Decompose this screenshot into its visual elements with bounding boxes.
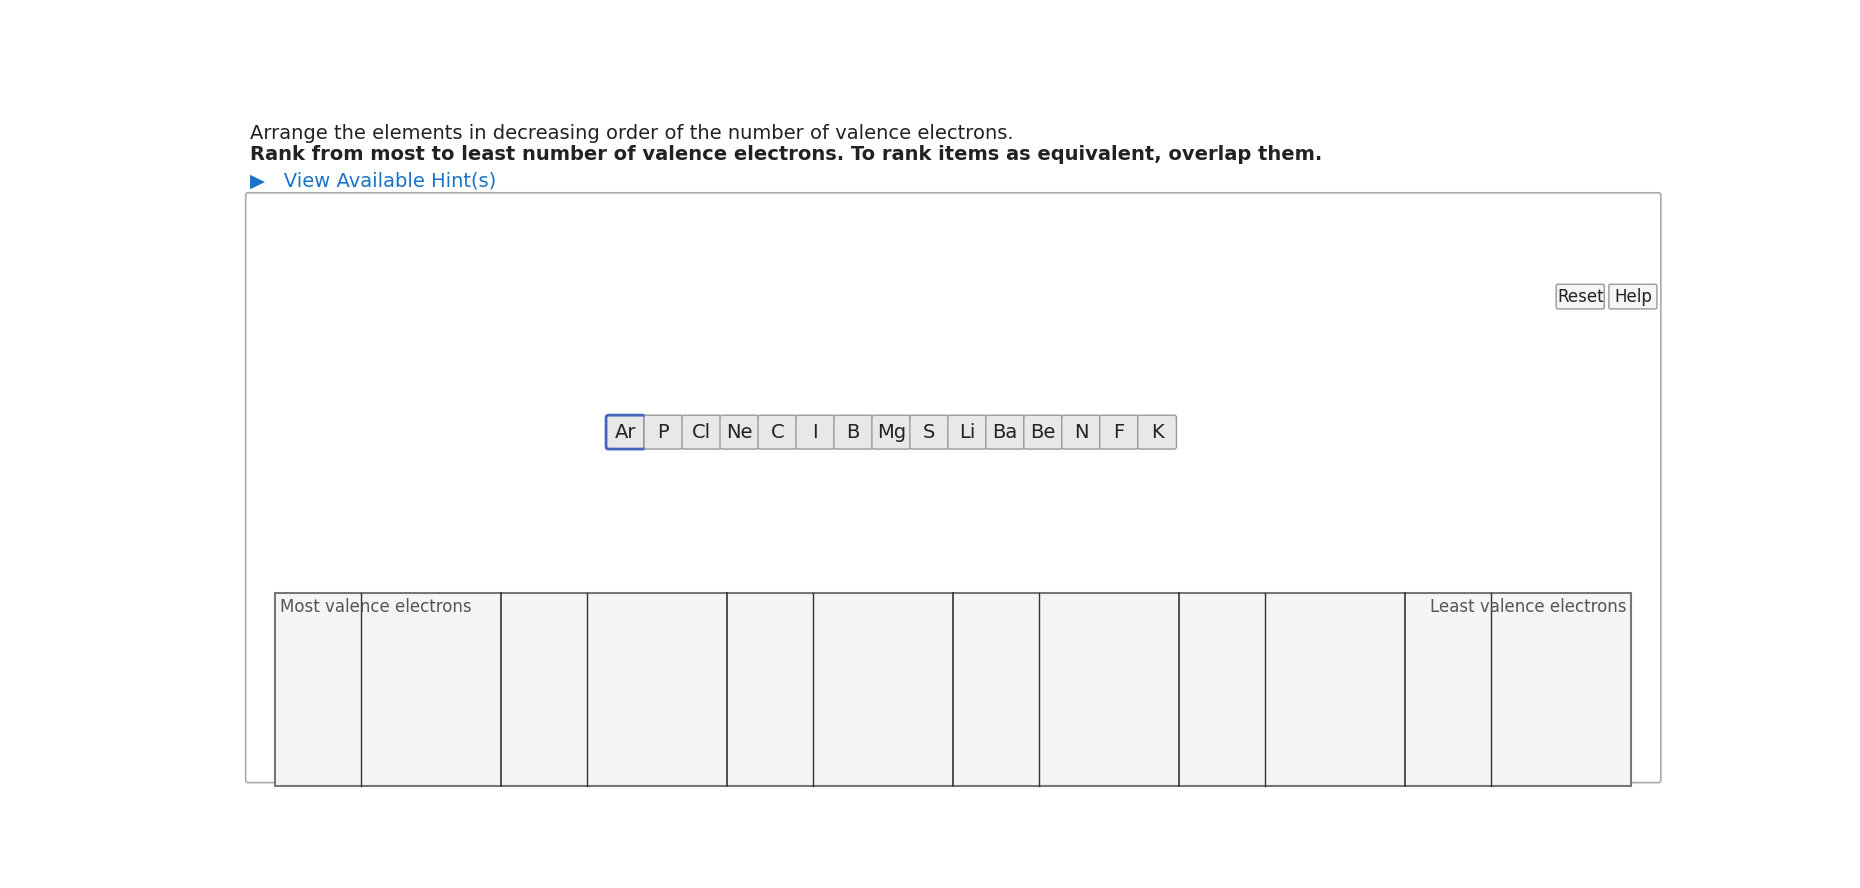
Text: Cl: Cl	[692, 423, 711, 441]
FancyBboxPatch shape	[1138, 416, 1177, 449]
Text: Arrange the elements in decreasing order of the number of valence electrons.: Arrange the elements in decreasing order…	[249, 123, 1014, 142]
Text: Most valence electrons: Most valence electrons	[279, 598, 471, 615]
Text: I: I	[813, 423, 818, 441]
Text: Help: Help	[1614, 288, 1652, 305]
Text: K: K	[1151, 423, 1162, 441]
Text: B: B	[846, 423, 859, 441]
FancyBboxPatch shape	[872, 416, 911, 449]
Text: Be: Be	[1030, 423, 1056, 441]
FancyBboxPatch shape	[606, 416, 645, 449]
Text: Mg: Mg	[876, 423, 906, 441]
FancyBboxPatch shape	[910, 416, 949, 449]
Text: Ne: Ne	[725, 423, 753, 441]
FancyBboxPatch shape	[1099, 416, 1138, 449]
FancyBboxPatch shape	[833, 416, 872, 449]
FancyBboxPatch shape	[1062, 416, 1101, 449]
FancyBboxPatch shape	[644, 416, 683, 449]
FancyBboxPatch shape	[1557, 284, 1603, 309]
FancyBboxPatch shape	[1023, 416, 1062, 449]
Text: N: N	[1073, 423, 1088, 441]
FancyBboxPatch shape	[1609, 284, 1657, 309]
FancyBboxPatch shape	[683, 416, 720, 449]
FancyBboxPatch shape	[796, 416, 835, 449]
Text: Least valence electrons: Least valence electrons	[1430, 598, 1628, 615]
Text: Ba: Ba	[993, 423, 1017, 441]
Text: ▶   View Available Hint(s): ▶ View Available Hint(s)	[249, 171, 497, 190]
FancyBboxPatch shape	[757, 416, 796, 449]
FancyBboxPatch shape	[720, 416, 759, 449]
Text: P: P	[658, 423, 670, 441]
Text: C: C	[770, 423, 785, 441]
Text: Ar: Ar	[614, 423, 636, 441]
Text: Reset: Reset	[1557, 288, 1603, 305]
Text: F: F	[1114, 423, 1125, 441]
FancyBboxPatch shape	[246, 193, 1661, 782]
FancyBboxPatch shape	[986, 416, 1025, 449]
Text: Rank from most to least number of valence electrons. To rank items as equivalent: Rank from most to least number of valenc…	[249, 145, 1322, 164]
FancyBboxPatch shape	[949, 416, 986, 449]
Bar	[275, 593, 1631, 786]
Text: Li: Li	[960, 423, 975, 441]
Text: S: S	[923, 423, 936, 441]
